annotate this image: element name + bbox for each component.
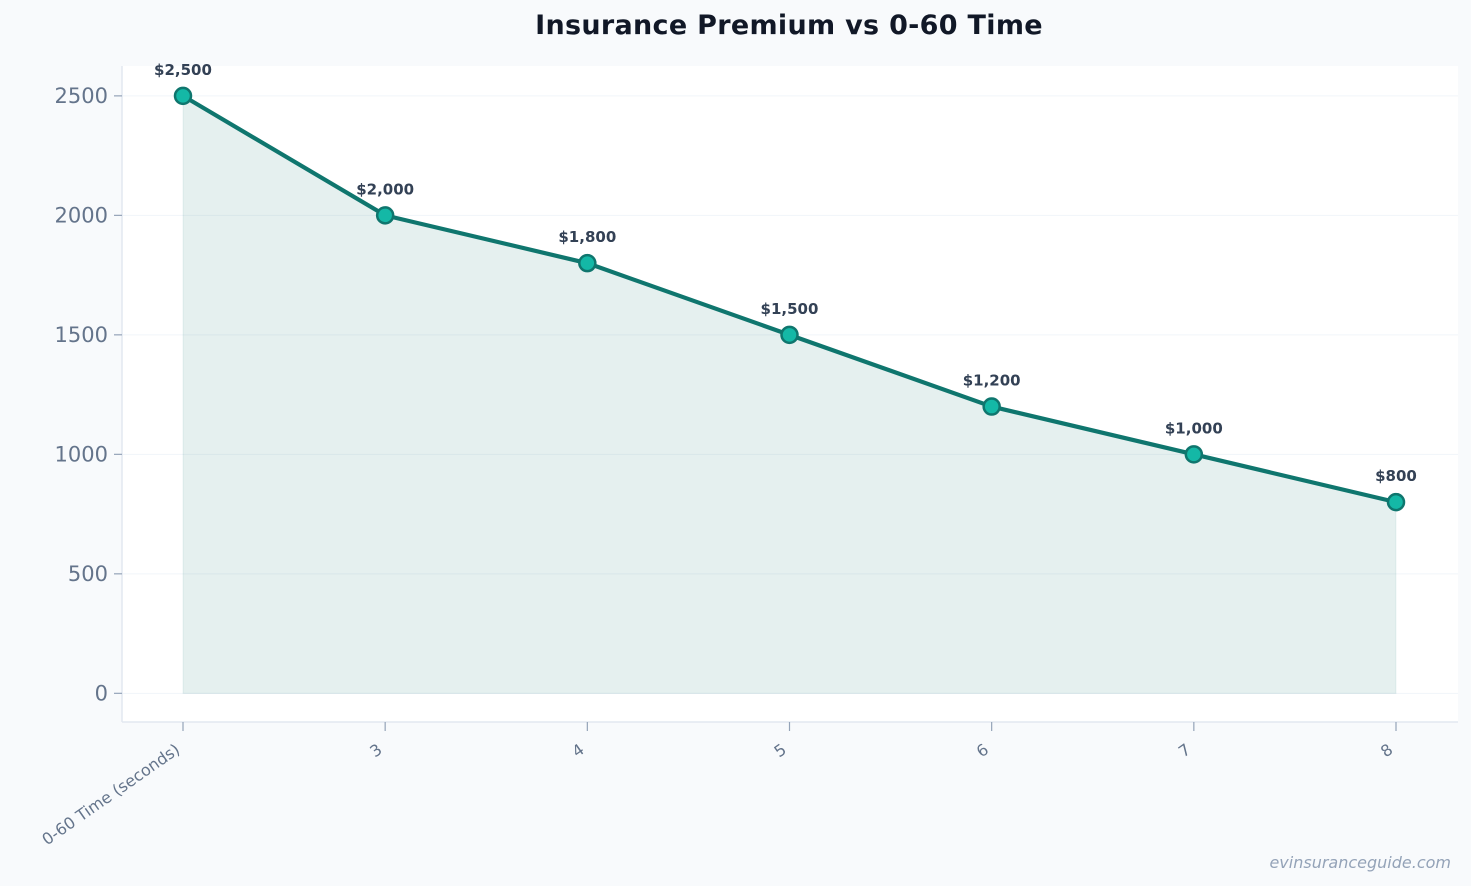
data-point xyxy=(1386,492,1406,512)
marker-layer xyxy=(173,86,1406,512)
y-tick-label: 2500 xyxy=(55,84,108,108)
chart-title: Insurance Premium vs 0-60 Time xyxy=(535,10,1043,41)
x-tick-label: 4 xyxy=(568,740,587,761)
data-label: $2,000 xyxy=(356,180,414,198)
y-axis-ticks: 0 500 1000 1500 2000 2500 xyxy=(55,84,122,705)
data-label: $1,200 xyxy=(963,372,1021,390)
gridlines xyxy=(122,95,1458,694)
data-label: $1,000 xyxy=(1165,419,1223,437)
data-label: $1,500 xyxy=(761,300,819,318)
data-label: $2,500 xyxy=(154,61,212,79)
y-tick-label: 1500 xyxy=(55,323,108,347)
y-tick-label: 0 xyxy=(95,681,108,705)
data-point xyxy=(982,397,1001,416)
data-point xyxy=(578,253,597,273)
y-tick-label: 2000 xyxy=(55,203,108,227)
data-point xyxy=(375,206,395,225)
x-tick-label: 8 xyxy=(1377,740,1396,761)
x-axis-ticks: 0-60 Time (seconds) 3 4 5 6 7 8 xyxy=(38,722,1397,849)
x-tick-label: 6 xyxy=(973,740,992,761)
x-tick-label: 5 xyxy=(771,740,790,761)
x-tick-label: 3 xyxy=(366,740,385,761)
x-tick-label: 0-60 Time (seconds) xyxy=(38,740,183,849)
data-label: $1,800 xyxy=(558,228,616,246)
y-tick-label: 500 xyxy=(68,562,108,586)
data-point xyxy=(173,86,193,106)
data-point xyxy=(780,325,799,345)
data-point xyxy=(1184,445,1204,464)
data-label: $800 xyxy=(1375,467,1417,485)
y-tick-label: 1000 xyxy=(55,442,108,466)
data-label-layer: $2,500 $2,000 $1,800 $1,500 $1,200 $1,000 $800 xyxy=(154,61,1417,485)
x-tick-label: 7 xyxy=(1175,740,1194,761)
watermark: evinsuranceguide.com xyxy=(1269,853,1451,872)
plot-area xyxy=(122,66,1458,722)
